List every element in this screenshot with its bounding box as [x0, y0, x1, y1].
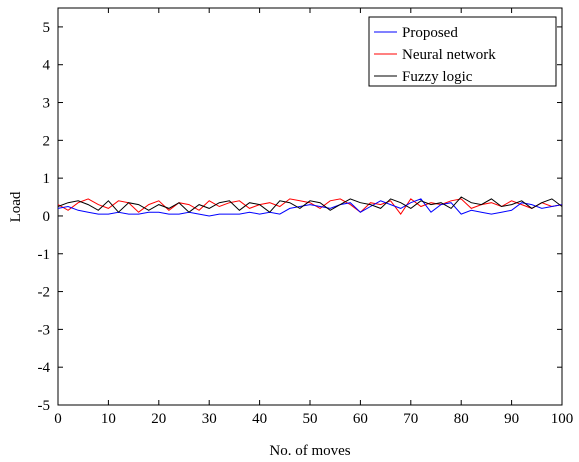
x-axis-label: No. of moves — [269, 443, 350, 459]
legend-box — [368, 16, 557, 87]
series-line-proposed — [57, 198, 563, 217]
y-tick-label: -5 — [38, 398, 51, 414]
x-tick-label: 80 — [454, 411, 469, 427]
x-tick-label: 30 — [202, 411, 217, 427]
x-tick-label: 60 — [353, 411, 368, 427]
legend-items: Proposed Neural network Fuzzy logic — [374, 25, 496, 85]
x-tick-label: 70 — [403, 411, 418, 427]
y-tick-label: 3 — [43, 96, 51, 112]
y-tick-label: -1 — [38, 247, 51, 263]
y-axis-label: Load — [8, 191, 24, 222]
y-tick-label: 1 — [43, 171, 51, 187]
legend-label-neural-network: Neural network — [402, 47, 496, 63]
y-tick-label: 4 — [43, 58, 51, 74]
series-layer — [57, 196, 563, 217]
series-line-fuzzy-logic — [57, 196, 563, 213]
y-tick-label: -3 — [38, 322, 51, 338]
x-tick-label: 20 — [151, 411, 166, 427]
x-tick-label: 50 — [303, 411, 318, 427]
legend-label-fuzzy-logic: Fuzzy logic — [402, 69, 473, 85]
x-tick-label: 10 — [101, 411, 116, 427]
y-axis-ticks: -5 -4 -3 -2 -1 0 1 2 3 4 5 — [38, 20, 562, 414]
x-tick-label: 0 — [54, 411, 62, 427]
y-tick-label: 2 — [43, 133, 51, 149]
x-axis-ticks: 0 10 20 30 40 50 60 70 80 90 100 — [54, 8, 573, 427]
legend-label-proposed: Proposed — [402, 25, 458, 41]
y-tick-label: 0 — [43, 209, 51, 225]
series-line-neural-network — [57, 198, 563, 215]
x-tick-label: 90 — [504, 411, 519, 427]
y-tick-label: 5 — [43, 20, 51, 36]
x-tick-label: 100 — [551, 411, 574, 427]
x-tick-label: 40 — [252, 411, 267, 427]
legend: Proposed Neural network Fuzzy logic — [368, 16, 557, 87]
y-tick-label: -4 — [38, 360, 51, 376]
y-tick-label: -2 — [38, 285, 51, 301]
